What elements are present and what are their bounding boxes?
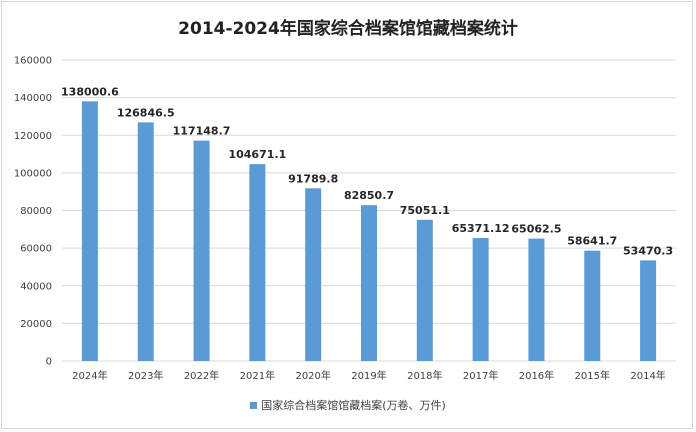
legend-swatch bbox=[250, 401, 258, 409]
y-tick-label: 160000 bbox=[14, 56, 52, 67]
bar bbox=[137, 122, 154, 361]
bars bbox=[81, 101, 657, 362]
data-label: 65062.5 bbox=[511, 223, 561, 236]
x-tick-label: 2019年 bbox=[351, 369, 386, 382]
x-axis-ticks: 2024年 2023年 2022年 2021年 2020年 2019年 2018年 2017年… bbox=[72, 369, 666, 382]
x-tick-label: 2018年 bbox=[407, 369, 442, 382]
x-tick-label: 2021年 bbox=[240, 369, 275, 382]
data-label: 117148.7 bbox=[173, 125, 231, 138]
data-label: 82850.7 bbox=[344, 189, 394, 202]
x-tick-label: 2024年 bbox=[72, 369, 107, 382]
bar bbox=[472, 238, 489, 361]
y-tick-label: 80000 bbox=[20, 206, 52, 217]
data-label: 65371.12 bbox=[452, 222, 510, 235]
y-tick-label: 60000 bbox=[20, 244, 52, 255]
x-tick-label: 2014年 bbox=[630, 369, 665, 382]
legend: 国家综合档案馆馆藏档案(万卷、万件) bbox=[0, 397, 696, 413]
x-tick-label: 2023年 bbox=[128, 369, 163, 382]
bar bbox=[640, 260, 657, 361]
y-tick-label: 140000 bbox=[14, 93, 52, 104]
data-label: 126846.5 bbox=[117, 106, 175, 119]
data-label: 53470.3 bbox=[623, 244, 673, 257]
bar bbox=[584, 250, 601, 361]
data-label: 75051.1 bbox=[400, 204, 450, 217]
bar bbox=[416, 219, 433, 361]
bar bbox=[305, 188, 322, 361]
bar bbox=[249, 164, 266, 361]
x-tick-label: 2017年 bbox=[463, 369, 498, 382]
bar bbox=[81, 101, 98, 362]
bar bbox=[361, 205, 377, 361]
data-label: 91789.8 bbox=[288, 172, 338, 185]
bar bbox=[193, 140, 210, 361]
y-tick-label: 0 bbox=[46, 357, 52, 368]
y-tick-label: 40000 bbox=[20, 281, 52, 292]
legend-label: 国家综合档案馆馆藏档案(万卷、万件) bbox=[261, 399, 446, 412]
data-label: 138000.6 bbox=[61, 85, 119, 98]
x-tick-label: 2015年 bbox=[575, 369, 610, 382]
data-label: 104671.1 bbox=[228, 148, 286, 161]
y-tick-label: 120000 bbox=[14, 131, 52, 142]
bar bbox=[528, 238, 545, 361]
y-axis-ticks: 0 20000 40000 60000 80000 100000 120000 140000 1… bbox=[14, 56, 52, 368]
x-tick-label: 2022年 bbox=[184, 369, 219, 382]
y-tick-label: 20000 bbox=[20, 319, 52, 330]
chart-title: 2014-2024年国家综合档案馆馆藏档案统计 bbox=[178, 19, 518, 39]
x-tick-label: 2020年 bbox=[295, 369, 330, 382]
data-label: 58641.7 bbox=[567, 235, 617, 248]
x-tick-label: 2016年 bbox=[519, 369, 554, 382]
y-tick-label: 100000 bbox=[14, 168, 52, 179]
